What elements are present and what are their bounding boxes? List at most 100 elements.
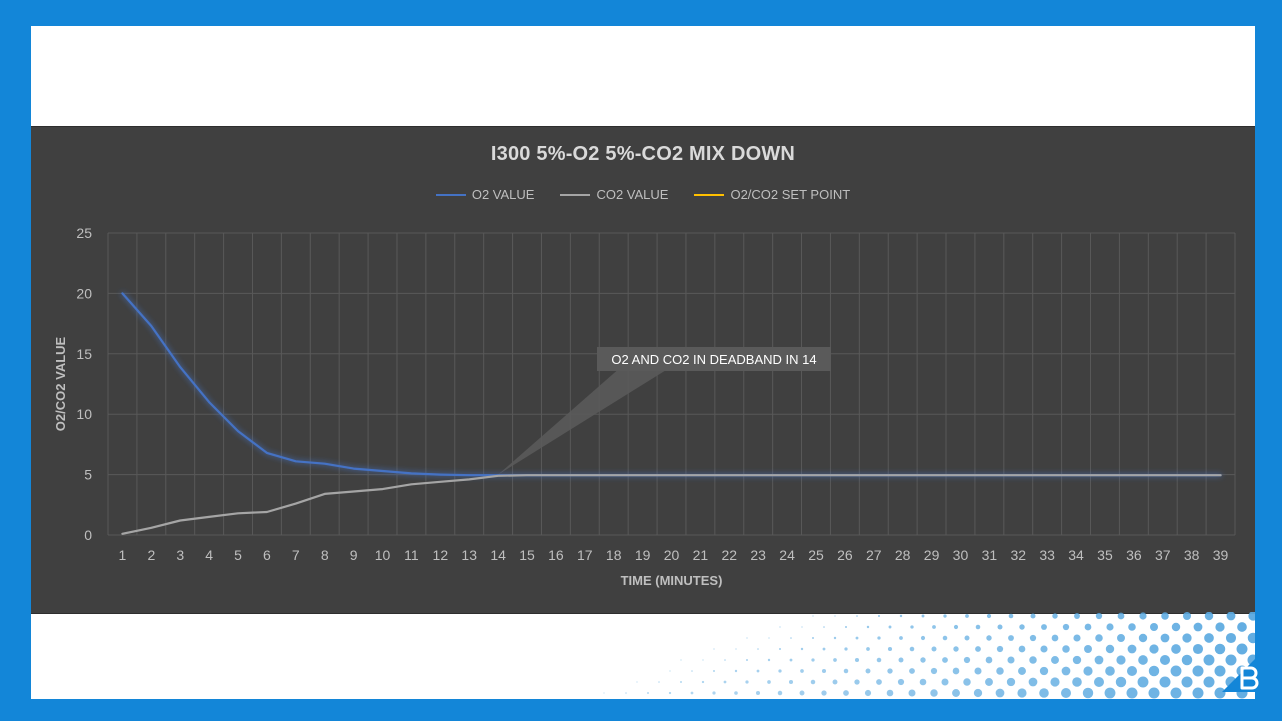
x-tick-label: 18 xyxy=(606,547,622,563)
pattern-dot xyxy=(854,657,860,663)
x-tick-label: 5 xyxy=(234,547,242,563)
legend-label-o2: O2 VALUE xyxy=(471,187,535,202)
pattern-dot xyxy=(943,614,947,618)
pattern-dot xyxy=(1170,665,1182,677)
pattern-dot xyxy=(909,668,915,674)
pattern-dot xyxy=(1126,687,1138,699)
pattern-dot xyxy=(713,670,715,672)
annotation-box xyxy=(597,347,831,371)
pattern-dot xyxy=(844,647,848,651)
pattern-dot xyxy=(855,636,859,640)
pattern-dot xyxy=(746,637,748,639)
chart-legend: O2 VALUE CO2 VALUE O2/CO2 SET POINT xyxy=(31,187,1255,202)
pattern-dot xyxy=(734,669,738,673)
pattern-dot xyxy=(1105,644,1115,654)
pattern-dot xyxy=(1214,665,1226,677)
pattern-dot xyxy=(1116,655,1126,665)
x-tick-label: 2 xyxy=(147,547,155,563)
pattern-dot xyxy=(1181,654,1193,666)
x-tick-label: 27 xyxy=(866,547,882,563)
pattern-dot xyxy=(832,679,838,685)
x-tick-label: 26 xyxy=(837,547,853,563)
x-tick-label: 6 xyxy=(263,547,271,563)
pattern-dot xyxy=(702,659,704,661)
pattern-dot xyxy=(799,690,805,696)
pattern-dot xyxy=(1061,688,1071,698)
x-tick-label: 7 xyxy=(292,547,300,563)
pattern-dot xyxy=(844,625,848,629)
pattern-dot xyxy=(1214,687,1226,699)
x-tick-label: 17 xyxy=(577,547,593,563)
y-tick-label: 10 xyxy=(76,406,92,422)
pattern-dot xyxy=(1041,624,1047,630)
pattern-dot xyxy=(1052,613,1058,619)
pattern-dot xyxy=(908,689,916,697)
pattern-dot xyxy=(919,678,927,686)
pattern-dot xyxy=(1149,644,1159,654)
series-line-co2 xyxy=(121,474,1222,535)
pattern-dot xyxy=(647,692,649,694)
pattern-dot xyxy=(1073,634,1081,642)
pattern-dot xyxy=(986,635,992,641)
pattern-dot xyxy=(1248,612,1255,621)
y-tick-label: 5 xyxy=(84,467,92,483)
pattern-dot xyxy=(1192,665,1204,677)
pattern-dot xyxy=(821,668,827,674)
pattern-dot xyxy=(1225,654,1237,666)
pattern-dot xyxy=(1018,667,1026,675)
pattern-dot xyxy=(1117,612,1125,620)
pattern-dot xyxy=(1105,666,1115,676)
pattern-dot xyxy=(833,658,837,662)
x-tick-label: 22 xyxy=(722,547,738,563)
pattern-dot xyxy=(1062,645,1070,653)
pattern-dot xyxy=(942,635,948,641)
b-logo-icon xyxy=(1222,648,1266,692)
pattern-dot xyxy=(921,614,925,618)
pattern-dot xyxy=(996,667,1004,675)
pattern-dot xyxy=(1192,687,1204,699)
pattern-dot xyxy=(1138,655,1148,665)
slide: I300 5%-O2 5%-CO2 MIX DOWN O2 VALUE CO2 … xyxy=(31,26,1255,699)
pattern-dot xyxy=(975,646,981,652)
pattern-dot xyxy=(790,637,792,639)
pattern-dot xyxy=(680,681,682,683)
x-tick-label: 15 xyxy=(519,547,535,563)
pattern-dot xyxy=(734,691,738,695)
x-tick-label: 19 xyxy=(635,547,651,563)
pattern-dot xyxy=(810,679,816,685)
pattern-dot xyxy=(823,626,825,628)
pattern-dot xyxy=(833,636,837,640)
pattern-dot xyxy=(1095,634,1103,642)
pattern-dot xyxy=(1193,622,1203,632)
pattern-dot xyxy=(1029,656,1037,664)
pattern-dot xyxy=(1203,676,1215,688)
x-tick-label: 24 xyxy=(779,547,795,563)
x-tick-label: 14 xyxy=(490,547,506,563)
pattern-dot xyxy=(1039,688,1049,698)
pattern-dot xyxy=(1019,624,1025,630)
pattern-dot xyxy=(1093,676,1105,688)
pattern-dot xyxy=(899,636,903,640)
decorative-dot-pattern xyxy=(603,612,1255,699)
x-tick-label: 11 xyxy=(404,547,419,563)
chart-panel: I300 5%-O2 5%-CO2 MIX DOWN O2 VALUE CO2 … xyxy=(31,126,1255,614)
pattern-dot xyxy=(636,681,638,683)
pattern-dot xyxy=(888,625,892,629)
pattern-dot xyxy=(995,688,1005,698)
pattern-dot xyxy=(1017,688,1027,698)
pattern-dot xyxy=(1159,676,1171,688)
pattern-dot xyxy=(1072,655,1082,665)
pattern-dot xyxy=(767,658,771,662)
x-tick-label: 37 xyxy=(1155,547,1171,563)
pattern-dot xyxy=(1182,633,1192,643)
legend-label-setpoint: O2/CO2 SET POINT xyxy=(730,187,851,202)
pattern-dot xyxy=(669,670,671,672)
pattern-dot xyxy=(1062,623,1070,631)
legend-item-co2: CO2 VALUE xyxy=(560,187,668,202)
pattern-dot xyxy=(887,646,893,652)
pattern-dot xyxy=(1160,633,1170,643)
pattern-dot xyxy=(985,678,993,686)
pattern-dot xyxy=(866,625,870,629)
pattern-dot xyxy=(1018,645,1026,653)
pattern-dot xyxy=(1236,643,1248,655)
